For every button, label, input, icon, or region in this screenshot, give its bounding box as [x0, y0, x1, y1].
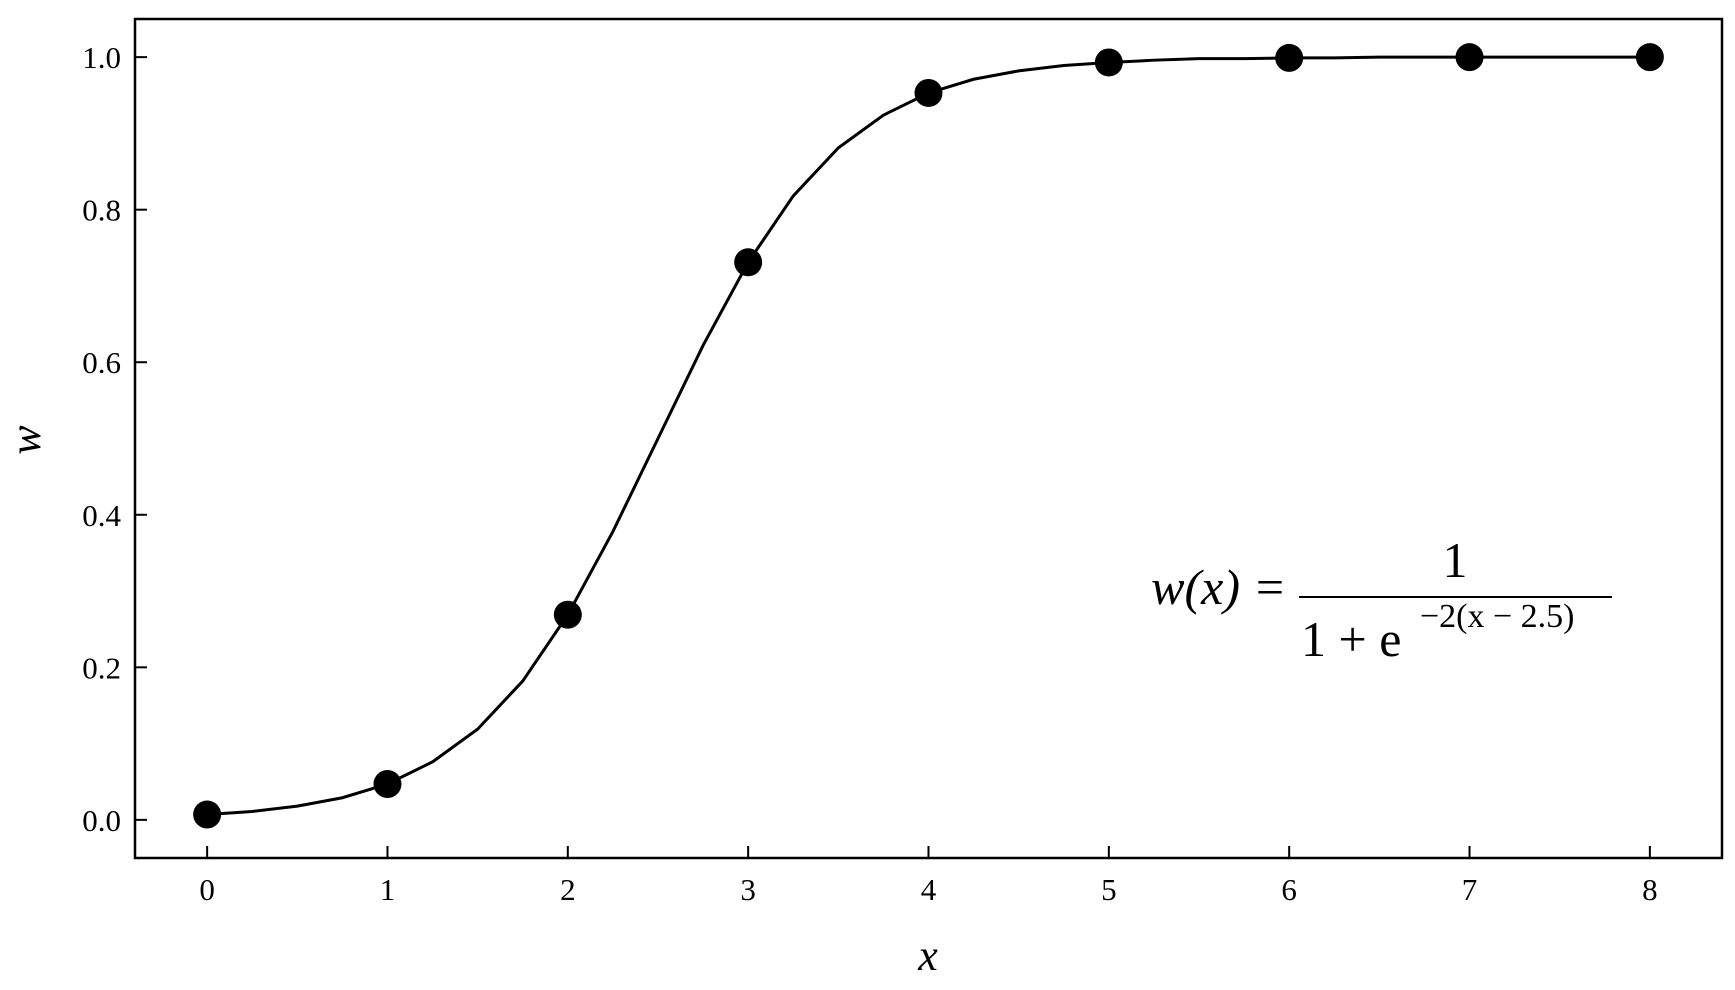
formula-denominator: 1 + e	[1301, 611, 1401, 667]
x-tick-label: 6	[1281, 872, 1297, 907]
x-axis-label: x	[917, 931, 938, 980]
x-tick-label: 7	[1462, 872, 1478, 907]
data-point	[914, 78, 943, 107]
y-tick-label: 0.0	[82, 803, 121, 838]
x-tick-label: 3	[740, 872, 756, 907]
data-point	[1275, 43, 1304, 72]
plot-frame	[133, 17, 1724, 860]
formula: w(x) = 1 1 + e −2(x − 2.5)	[1151, 532, 1612, 667]
data-point	[373, 770, 402, 799]
y-tick-label: 0.2	[82, 650, 121, 685]
formula-numerator: 1	[1443, 532, 1468, 588]
formula-lhs: w(x)	[1151, 559, 1240, 615]
data-point	[553, 600, 582, 629]
data-point	[193, 800, 222, 829]
y-tick-label: 0.8	[82, 193, 121, 228]
x-tick-label: 0	[199, 872, 215, 907]
x-tick-label: 2	[560, 872, 576, 907]
curve	[207, 55, 1650, 817]
x-tick-label: 8	[1642, 872, 1658, 907]
data-point	[1094, 48, 1123, 77]
formula-exponent: −2(x − 2.5)	[1420, 598, 1575, 635]
y-tick-label: 1.0	[82, 40, 121, 75]
y-tick-label: 0.4	[82, 498, 121, 533]
x-tick-label: 4	[921, 872, 937, 907]
data-point	[1635, 43, 1664, 72]
y-tick-label: 0.6	[82, 345, 121, 380]
y-axis-label: w	[1, 425, 50, 455]
x-tick-label: 5	[1101, 872, 1117, 907]
data-point	[1455, 43, 1484, 72]
formula-equals: =	[1256, 559, 1284, 615]
x-tick-label: 1	[380, 872, 396, 907]
data-point	[734, 248, 763, 277]
